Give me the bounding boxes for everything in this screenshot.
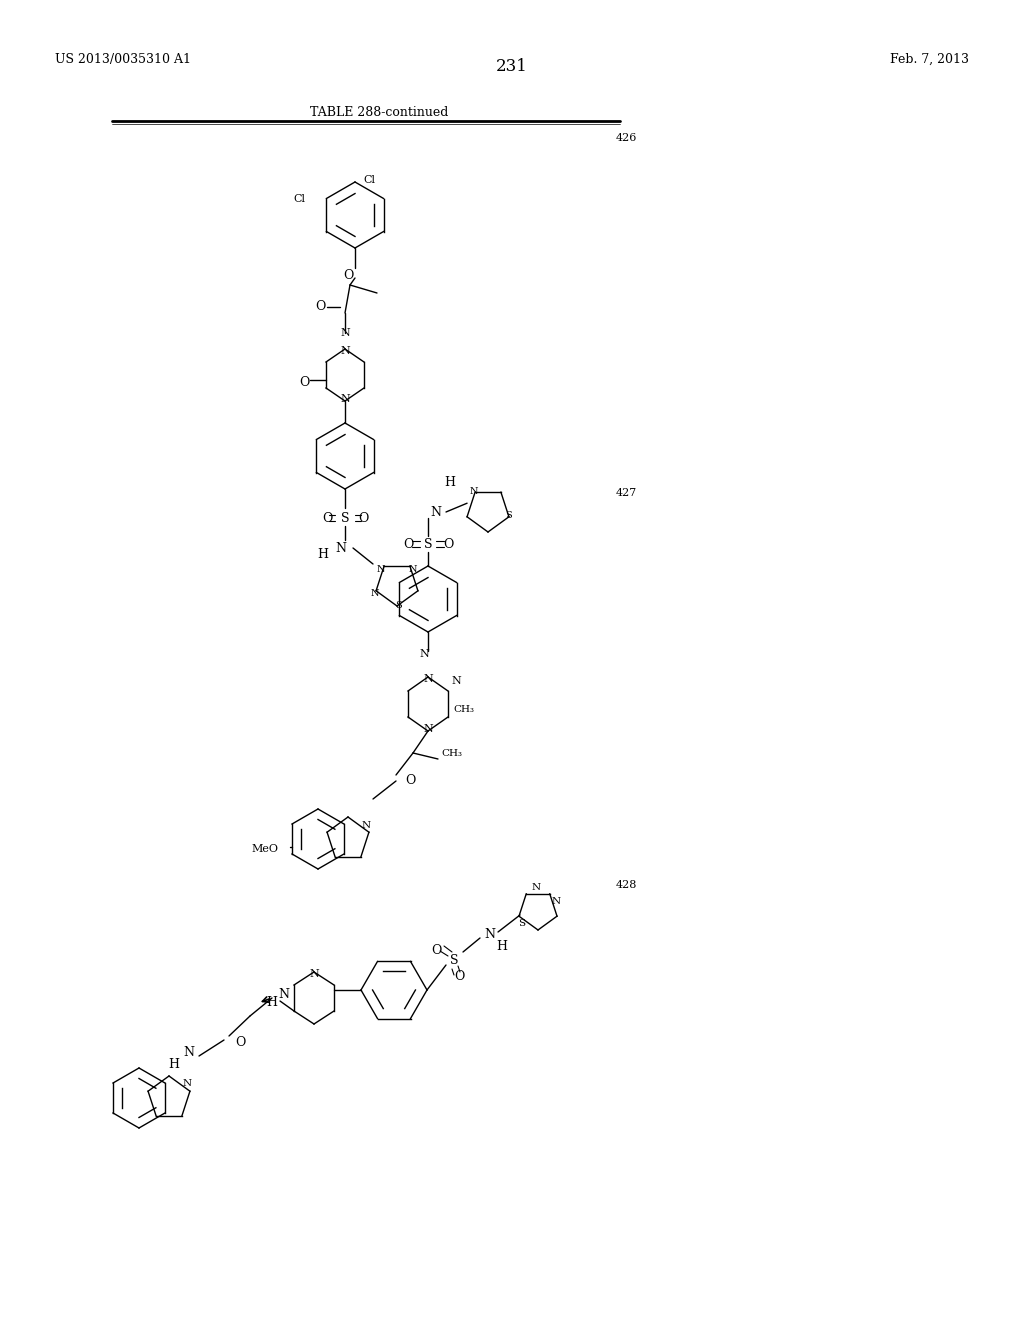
Text: H: H [169, 1059, 179, 1072]
Text: N: N [377, 565, 385, 574]
Text: N: N [409, 565, 417, 574]
Text: S: S [394, 601, 401, 610]
Text: CH₃: CH₃ [441, 748, 462, 758]
Text: N: N [340, 327, 350, 338]
Text: CH₃: CH₃ [453, 705, 474, 714]
Text: S: S [450, 953, 459, 966]
Text: N: N [183, 1047, 195, 1060]
Text: N: N [470, 487, 478, 496]
Text: S: S [341, 511, 349, 524]
Text: N: N [309, 969, 318, 979]
Text: O: O [322, 511, 332, 524]
Text: N: N [336, 543, 346, 554]
Text: N: N [361, 821, 371, 829]
Text: N: N [531, 883, 541, 892]
Text: US 2013/0035310 A1: US 2013/0035310 A1 [55, 53, 191, 66]
Text: 426: 426 [616, 133, 637, 143]
Text: S: S [518, 920, 525, 928]
Text: Cl: Cl [362, 176, 375, 185]
Text: O: O [404, 775, 415, 788]
Text: N: N [419, 649, 429, 659]
Text: 428: 428 [616, 880, 637, 890]
Text: S: S [424, 537, 432, 550]
Text: 427: 427 [616, 488, 637, 498]
Text: N: N [423, 675, 433, 684]
Text: H: H [317, 548, 329, 561]
Text: O: O [402, 537, 414, 550]
Text: O: O [314, 301, 326, 314]
Text: N: N [182, 1080, 191, 1089]
Text: Feb. 7, 2013: Feb. 7, 2013 [890, 53, 969, 66]
Text: H: H [497, 940, 508, 953]
Text: N: N [552, 898, 560, 907]
Text: N: N [430, 506, 441, 519]
Text: N: N [452, 676, 461, 686]
Text: N: N [340, 393, 350, 404]
Text: Cl: Cl [293, 194, 305, 205]
Text: S: S [505, 511, 511, 520]
Text: N: N [371, 590, 379, 598]
Text: O: O [357, 511, 369, 524]
Text: N: N [279, 989, 290, 1002]
Text: N: N [423, 723, 433, 734]
Text: O: O [442, 537, 454, 550]
Text: MeO: MeO [251, 843, 278, 854]
Text: O: O [431, 944, 441, 957]
Text: TABLE 288-continued: TABLE 288-continued [310, 106, 449, 119]
Text: N: N [484, 928, 496, 940]
Text: O: O [343, 269, 353, 282]
Text: 231: 231 [496, 58, 528, 75]
Text: H: H [266, 997, 278, 1010]
Text: O: O [299, 376, 309, 389]
Text: H: H [444, 475, 456, 488]
Text: O: O [234, 1035, 245, 1048]
Text: O: O [454, 969, 464, 982]
Text: N: N [340, 346, 350, 356]
